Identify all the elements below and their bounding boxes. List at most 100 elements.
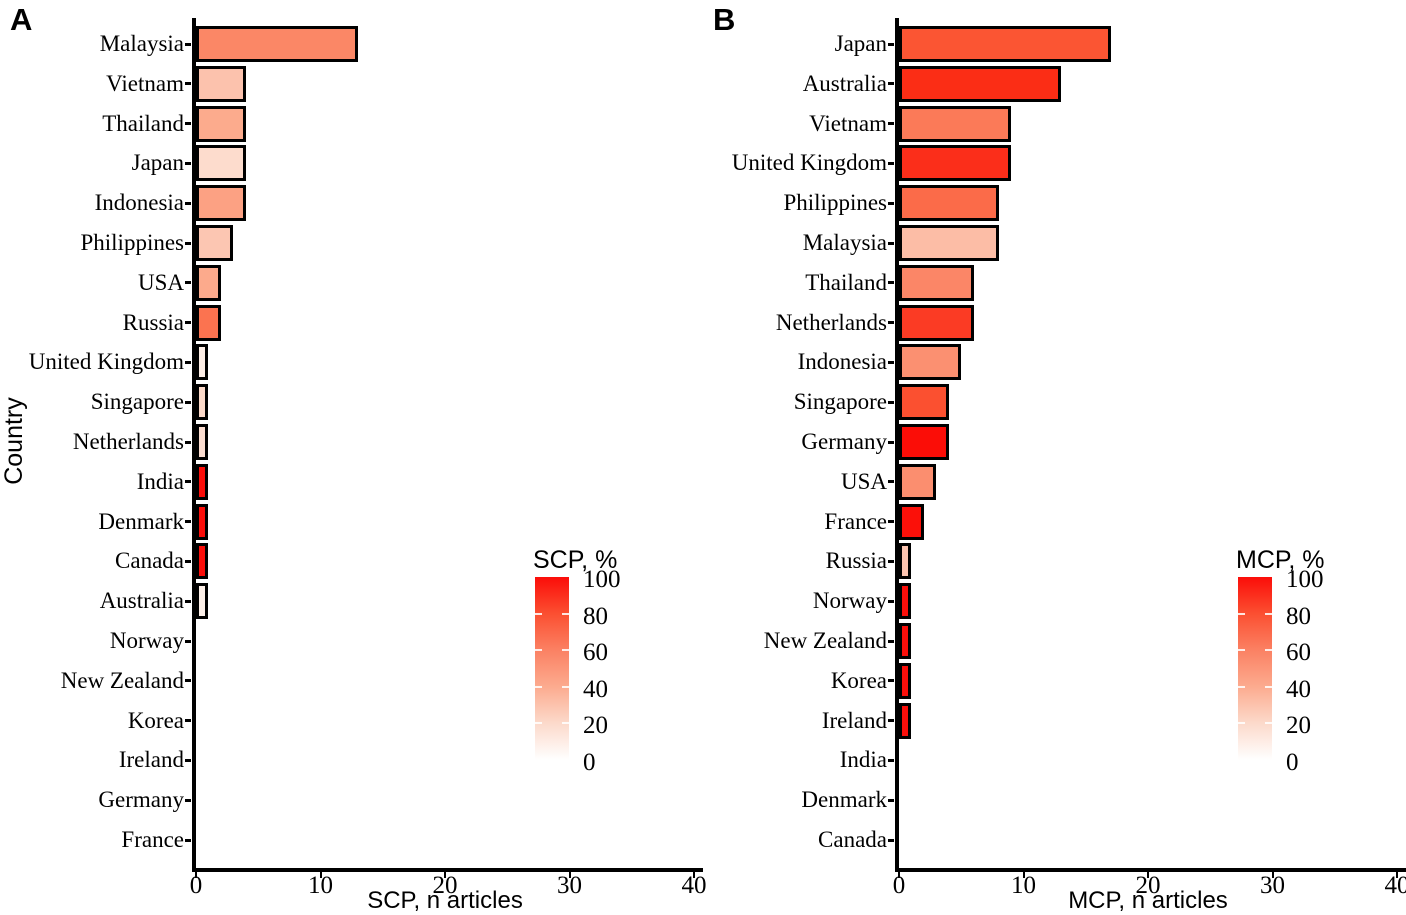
legend-tick-label: 100 [1286,566,1324,593]
bar-thailand [196,105,246,142]
y-axis-tick [185,42,191,46]
bar-malaysia [899,225,999,261]
country-label-singapore: Singapore [793,389,887,415]
y-axis-tick [888,679,894,683]
legend-gradient-tick [1238,722,1245,725]
y-axis-tick [888,42,894,46]
legend-gradient-tick [1238,612,1245,615]
legend-tick-label: 40 [583,675,608,703]
y-axis-tick [185,201,191,205]
legend-gradient-tick [1265,722,1272,725]
legend-gradient-tick [1238,649,1245,652]
country-label-indonesia: Indonesia [94,190,184,216]
bar-vietnam [196,65,246,102]
legend-scp: SCP, % 100 80 60 40 20 0 [533,546,703,781]
country-label-malaysia: Malaysia [802,230,887,255]
country-label-ireland: Ireland [118,747,184,773]
country-label-japan: Japan [834,31,887,56]
country-label-germany: Germany [801,429,887,454]
legend-gradient-tick [535,612,542,615]
legend-title: MCP, % [1236,546,1325,574]
country-label-new-zealand: New Zealand [763,628,887,653]
x-axis-tick-label: 30 [557,872,582,899]
country-label-germany: Germany [98,787,184,813]
y-axis-tick [185,599,191,603]
country-label-new-zealand: New Zealand [60,667,184,693]
y-axis-tick [185,122,191,126]
bar-rows: Malaysia Vietnam Thailand Japan Indonesia Phi… [0,0,703,913]
y-axis-tick [888,838,894,842]
country-label-vietnam: Vietnam [106,70,184,96]
x-axis-tick [195,872,197,878]
bar-malaysia [196,26,358,62]
legend-tick-label: 80 [1286,602,1311,630]
legend-gradient-tick [562,612,569,615]
y-axis-tick [185,639,191,643]
y-axis-tick [888,360,894,364]
country-label-india: India [136,468,184,494]
country-label-denmark: Denmark [801,787,887,813]
bar-philippines [196,225,234,261]
country-label-korea: Korea [830,667,887,693]
bar-germany [899,424,949,460]
legend-gradient-tick [562,722,569,725]
y-axis-tick [888,639,894,643]
bar-japan [899,26,1111,62]
bar-new-zealand [899,623,912,659]
bar-philippines [899,185,999,222]
y-axis-line [895,18,899,872]
x-axis-tick [1271,872,1274,878]
bar-canada [196,543,209,580]
legend-gradient-tick [562,649,569,652]
bar-ireland [899,702,912,739]
bar-indonesia [899,344,962,381]
y-axis-tick [185,798,191,802]
bar-russia [196,304,221,341]
y-axis-tick [185,400,191,404]
country-label-malaysia: Malaysia [99,31,184,56]
y-axis-tick [888,281,894,285]
x-axis-tick [568,872,571,878]
x-axis-tick [1022,872,1025,878]
country-label-canada: Canada [115,548,184,574]
x-axis-title: SCP, n articles [367,887,523,914]
y-axis-tick [888,798,894,802]
country-label-singapore: Singapore [90,389,184,415]
bar-korea [899,662,912,699]
bar-singapore [899,384,949,421]
y-axis-tick [888,719,894,723]
country-label-philippines: Philippines [80,230,184,255]
legend-tick-label: 100 [583,566,621,593]
panel-a-letter: A [10,2,33,37]
bar-netherlands [899,304,974,341]
country-label-netherlands: Netherlands [775,309,887,335]
legend-tick-label: 80 [583,602,608,630]
x-axis-tick-label: 10 [1011,872,1036,899]
x-axis-tick-label: 40 [1384,872,1406,899]
bar-norway [899,583,912,620]
bar-australia [899,65,1061,102]
x-axis-tick [1147,872,1149,878]
bar-vietnam [899,105,1012,142]
country-label-norway: Norway [812,588,887,614]
bar-india [196,463,209,500]
country-label-denmark: Denmark [98,508,184,534]
x-axis-tick-label: 10 [308,872,333,899]
country-label-thailand: Thailand [805,269,887,295]
country-label-ireland: Ireland [821,707,887,733]
bar-united-kingdom [899,145,1012,182]
legend-tick-label: 20 [1286,712,1311,740]
bar-thailand [899,264,974,301]
y-axis-tick [185,679,191,683]
country-label-usa: USA [137,269,184,295]
y-axis-tick [185,281,191,285]
country-label-thailand: Thailand [102,110,184,136]
y-axis-tick [888,758,894,762]
legend-tick-label: 0 [583,749,596,776]
country-label-russia: Russia [825,548,887,574]
y-axis-tick [888,161,894,165]
legend-gradient-tick [562,685,569,688]
x-axis-tick-label: 20 [1135,872,1161,899]
legend-tick-label: 20 [583,712,608,740]
legend-mcp: MCP, % 100 80 60 40 20 0 [1236,546,1406,781]
